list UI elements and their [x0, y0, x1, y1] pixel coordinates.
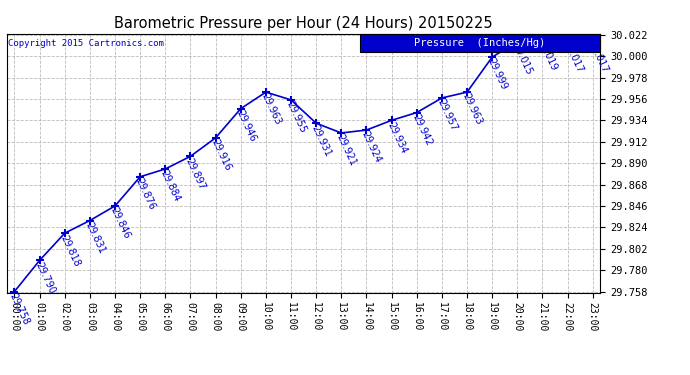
- Text: 29.790: 29.790: [33, 260, 57, 296]
- Text: 29.955: 29.955: [284, 100, 308, 135]
- Text: 30.017: 30.017: [561, 40, 584, 74]
- Text: 29.846: 29.846: [108, 206, 132, 241]
- Text: 29.946: 29.946: [234, 109, 257, 144]
- Text: 29.931: 29.931: [310, 123, 333, 158]
- Text: 29.999: 29.999: [486, 57, 509, 92]
- Text: Copyright 2015 Cartronics.com: Copyright 2015 Cartronics.com: [8, 39, 164, 48]
- Text: 29.963: 29.963: [460, 92, 484, 127]
- Text: 30.017: 30.017: [586, 40, 609, 74]
- Text: Pressure  (Inches/Hg): Pressure (Inches/Hg): [414, 38, 546, 48]
- Text: 29.758: 29.758: [8, 291, 31, 327]
- Title: Barometric Pressure per Hour (24 Hours) 20150225: Barometric Pressure per Hour (24 Hours) …: [115, 16, 493, 31]
- Text: 29.924: 29.924: [360, 130, 383, 165]
- Text: 29.884: 29.884: [159, 169, 182, 204]
- Text: 29.934: 29.934: [385, 120, 408, 155]
- Text: 29.963: 29.963: [259, 92, 283, 127]
- Text: 30.015: 30.015: [511, 42, 534, 76]
- Text: 29.818: 29.818: [58, 233, 81, 268]
- Text: 29.916: 29.916: [209, 138, 233, 172]
- Text: 29.831: 29.831: [83, 220, 107, 255]
- Text: 29.942: 29.942: [410, 112, 433, 147]
- Text: 29.957: 29.957: [435, 98, 459, 133]
- Text: 29.921: 29.921: [335, 133, 358, 168]
- Text: 29.876: 29.876: [134, 177, 157, 212]
- FancyBboxPatch shape: [360, 34, 600, 52]
- Text: 30.019: 30.019: [536, 38, 559, 72]
- Text: 29.897: 29.897: [184, 156, 207, 191]
